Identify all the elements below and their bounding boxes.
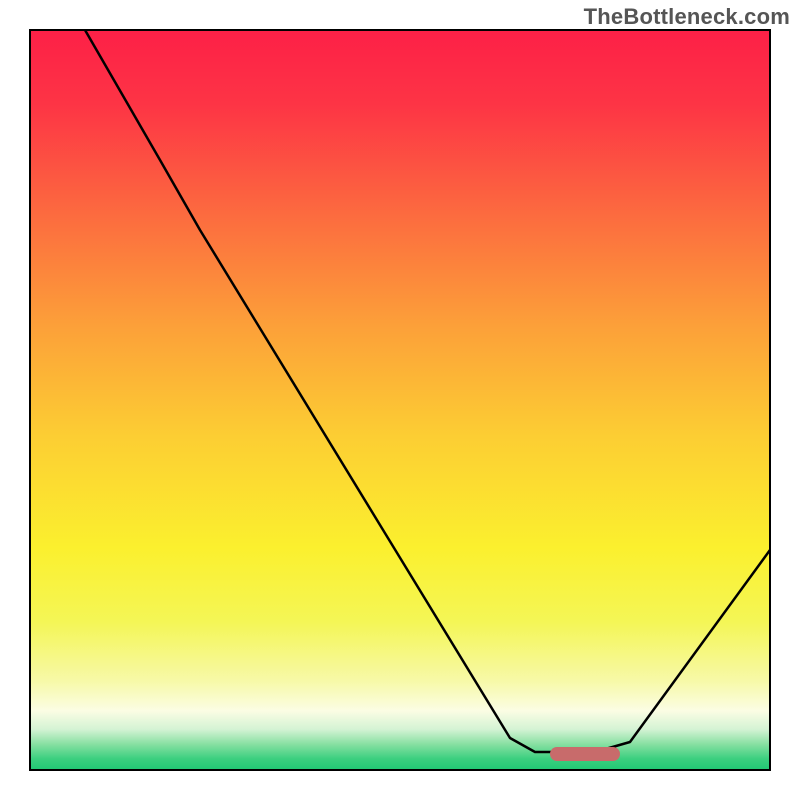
plot-background [30,30,770,770]
bottleneck-curve-chart [0,0,800,800]
optimal-marker [550,747,620,761]
chart-container: TheBottleneck.com [0,0,800,800]
